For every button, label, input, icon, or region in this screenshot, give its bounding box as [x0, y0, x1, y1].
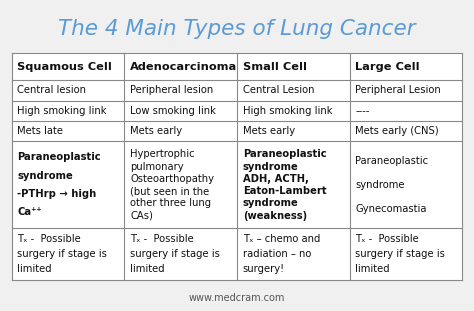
Text: syndrome: syndrome	[243, 198, 298, 208]
Text: Paraneoplastic: Paraneoplastic	[355, 156, 428, 165]
Text: limited: limited	[18, 264, 52, 274]
Text: Mets early: Mets early	[130, 126, 182, 136]
Text: Tₓ -  Possible: Tₓ - Possible	[18, 234, 81, 244]
Text: Tₓ -  Possible: Tₓ - Possible	[130, 234, 194, 244]
Text: Squamous Cell: Squamous Cell	[18, 62, 112, 72]
Text: Adenocarcinoma: Adenocarcinoma	[130, 62, 237, 72]
Text: Ca⁺⁺: Ca⁺⁺	[18, 207, 42, 217]
Text: Peripheral lesion: Peripheral lesion	[130, 86, 213, 95]
Text: Large Cell: Large Cell	[355, 62, 420, 72]
Text: syndrome: syndrome	[18, 171, 73, 181]
Text: limited: limited	[355, 264, 390, 274]
Text: pulmonary: pulmonary	[130, 162, 184, 172]
Text: Paraneoplastic: Paraneoplastic	[18, 152, 101, 162]
Text: CAs): CAs)	[130, 211, 153, 220]
Text: Hypertrophic: Hypertrophic	[130, 149, 195, 160]
Text: Mets early: Mets early	[243, 126, 295, 136]
Text: surgery if stage is: surgery if stage is	[18, 249, 107, 259]
Text: (but seen in the: (but seen in the	[130, 186, 210, 196]
Text: www.medcram.com: www.medcram.com	[189, 293, 285, 303]
Text: surgery!: surgery!	[243, 264, 285, 274]
Text: Eaton-Lambert: Eaton-Lambert	[243, 186, 326, 196]
Text: Osteoarthopathy: Osteoarthopathy	[130, 174, 214, 184]
Text: Tₓ – chemo and: Tₓ – chemo and	[243, 234, 320, 244]
Text: Central Lesion: Central Lesion	[243, 86, 314, 95]
Text: ----: ----	[355, 106, 370, 116]
Text: Peripheral Lesion: Peripheral Lesion	[355, 86, 441, 95]
Text: The 4 Main Types of Lung Cancer: The 4 Main Types of Lung Cancer	[58, 19, 416, 39]
Text: surgery if stage is: surgery if stage is	[130, 249, 220, 259]
Text: Central lesion: Central lesion	[18, 86, 86, 95]
Text: (weakness): (weakness)	[243, 211, 307, 220]
Text: syndrome: syndrome	[355, 180, 405, 190]
Text: High smoking link: High smoking link	[243, 106, 332, 116]
Text: -PTHrp → high: -PTHrp → high	[18, 189, 97, 199]
Text: syndrome: syndrome	[243, 162, 298, 172]
Text: radiation – no: radiation – no	[243, 249, 311, 259]
Text: Paraneoplastic: Paraneoplastic	[243, 149, 326, 160]
Text: ADH, ACTH,: ADH, ACTH,	[243, 174, 309, 184]
Text: Gynecomastia: Gynecomastia	[355, 204, 427, 214]
Text: other three lung: other three lung	[130, 198, 211, 208]
Text: Small Cell: Small Cell	[243, 62, 307, 72]
Text: High smoking link: High smoking link	[18, 106, 107, 116]
Text: Mets early (CNS): Mets early (CNS)	[355, 126, 439, 136]
Text: surgery if stage is: surgery if stage is	[355, 249, 445, 259]
Text: limited: limited	[130, 264, 164, 274]
Text: Tₓ -  Possible: Tₓ - Possible	[355, 234, 419, 244]
Text: Mets late: Mets late	[18, 126, 64, 136]
Text: Low smoking link: Low smoking link	[130, 106, 216, 116]
